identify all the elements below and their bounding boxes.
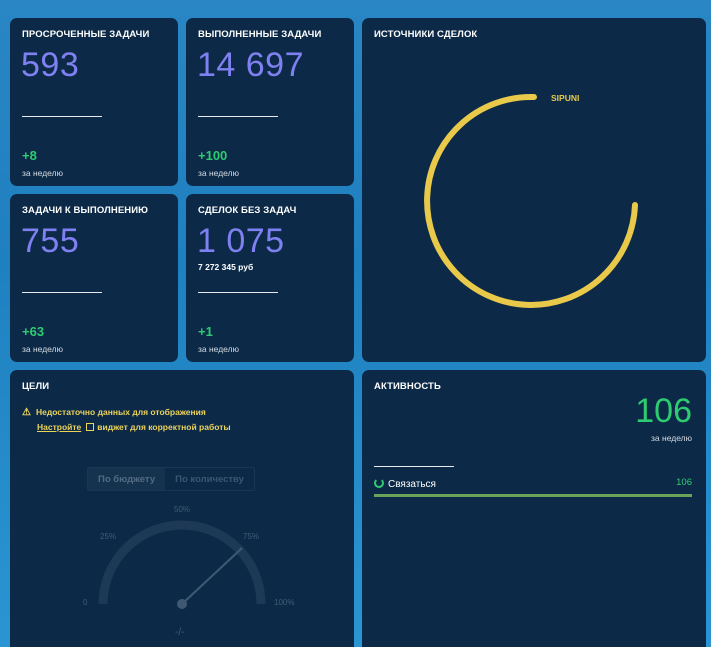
card-title: ПРОСРОЧЕННЫЕ ЗАДАЧИ [22,29,150,40]
goals-card[interactable]: ЦЕЛИ ⚠ Недостаточно данных для отображени… [10,370,354,647]
activity-value: 106 [676,477,692,488]
card-title: АКТИВНОСТЬ [374,381,441,392]
period-label: за неделю [198,344,239,354]
deals-without-tasks-card[interactable]: СДЕЛОК БЕЗ ЗАДАЧ 1 075 7 272 345 руб +1 … [186,194,354,362]
sources-donut-chart: SIPUNI [424,93,638,308]
sources-donut-arc [424,93,638,308]
gauge-value: -/- [175,627,184,638]
gauge-hub [177,599,187,609]
completed-tasks-card[interactable]: ВЫПОЛНЕННЫЕ ЗАДАЧИ 14 697 +100 за неделю [186,18,354,186]
metric-delta: +100 [198,148,228,163]
gauge-label-0: 0 [83,598,88,607]
metric-delta: +8 [22,148,37,163]
warning-text-line1: Недостаточно данных для отображения [35,407,206,417]
gauge-label-75: 75% [243,532,259,541]
period-label: за неделю [198,168,239,178]
period-label: за неделю [651,433,692,443]
goals-gauge: 0 25% 50% 75% 100% -/- [83,505,294,638]
tab-by-count[interactable]: По количеству [175,474,244,485]
warning-text-line2: виджет для корректной работы [97,422,231,432]
configure-link[interactable]: Настройте [37,422,82,432]
metric-delta: +63 [22,324,45,339]
divider [198,116,278,117]
metric-value: 1 075 [197,222,285,260]
activity-row[interactable]: Связаться 106 [374,477,692,493]
metric-value: 593 [21,46,80,84]
divider [22,292,102,293]
goals-mode-toggle[interactable]: По бюджету По количеству [87,467,255,491]
todo-tasks-card[interactable]: ЗАДАЧИ К ВЫПОЛНЕНИЮ 755 +63 за неделю [10,194,178,362]
gauge-label-50: 50% [174,505,190,514]
tab-by-budget[interactable]: По бюджету [88,468,166,490]
sources-label: SIPUNI [551,93,579,103]
gauge-label-25: 25% [100,532,116,541]
external-link-icon [86,423,95,431]
activity-card[interactable]: АКТИВНОСТЬ 106 за неделю Связаться 106 [362,370,706,647]
goals-warning: ⚠ Недостаточно данных для отображения Нас… [22,405,231,434]
divider [22,116,102,117]
activity-progress-bar [374,494,692,497]
refresh-icon [374,478,384,488]
period-label: за неделю [22,344,63,354]
card-title: ЦЕЛИ [22,381,50,392]
activity-label: Связаться [388,479,436,490]
gauge-label-100: 100% [274,598,294,607]
card-title: СДЕЛОК БЕЗ ЗАДАЧ [198,205,297,216]
card-title: ВЫПОЛНЕННЫЕ ЗАДАЧИ [198,29,322,40]
deal-sources-card[interactable]: ИСТОЧНИКИ СДЕЛОК SIPUNI [362,18,706,362]
gauge-needle [181,547,243,605]
metric-value: 755 [21,222,80,260]
overdue-tasks-card[interactable]: ПРОСРОЧЕННЫЕ ЗАДАЧИ 593 +8 за неделю [10,18,178,186]
divider [374,466,454,467]
period-label: за неделю [22,168,63,178]
metric-value: 14 697 [197,46,304,84]
deals-amount: 7 272 345 руб [198,262,254,272]
warning-icon: ⚠ [22,407,31,418]
metric-delta: +1 [198,324,213,339]
activity-total: 106 [635,392,692,430]
card-title: ИСТОЧНИКИ СДЕЛОК [374,29,478,40]
card-title: ЗАДАЧИ К ВЫПОЛНЕНИЮ [22,205,149,216]
gauge-track [98,520,266,605]
divider [198,292,278,293]
